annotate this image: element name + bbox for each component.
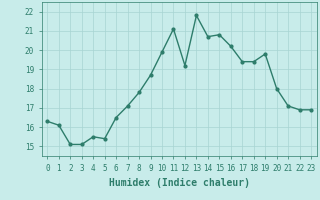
X-axis label: Humidex (Indice chaleur): Humidex (Indice chaleur) (109, 178, 250, 188)
